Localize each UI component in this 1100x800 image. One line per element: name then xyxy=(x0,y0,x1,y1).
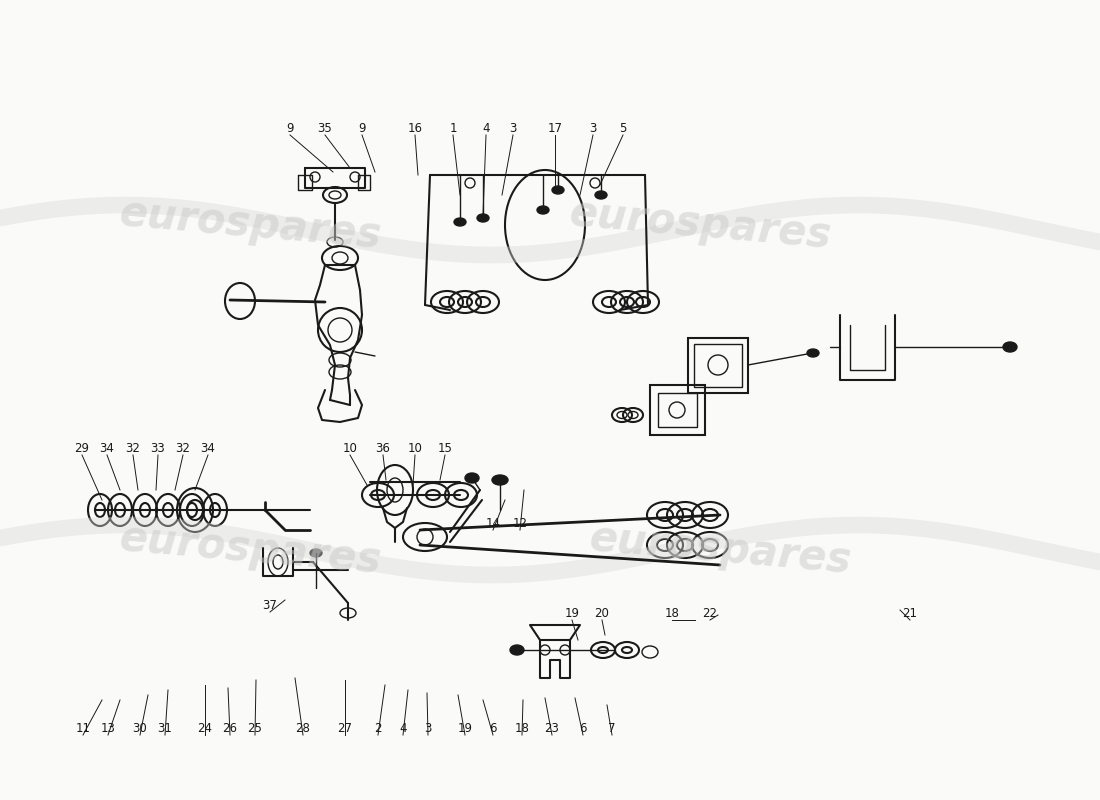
Text: 19: 19 xyxy=(564,607,580,620)
Text: 26: 26 xyxy=(222,722,238,735)
Bar xyxy=(650,385,705,435)
Text: 34: 34 xyxy=(100,442,114,455)
Text: 28: 28 xyxy=(296,722,310,735)
Text: 1: 1 xyxy=(449,122,456,135)
Text: 21: 21 xyxy=(902,607,917,620)
Text: 23: 23 xyxy=(544,722,560,735)
Ellipse shape xyxy=(492,475,508,485)
Text: 19: 19 xyxy=(458,722,473,735)
Text: 13: 13 xyxy=(100,722,116,735)
Text: 15: 15 xyxy=(438,442,452,455)
Text: 10: 10 xyxy=(342,442,358,455)
Text: 9: 9 xyxy=(359,122,365,135)
Text: 32: 32 xyxy=(176,442,190,455)
Text: 5: 5 xyxy=(619,122,627,135)
Text: 2: 2 xyxy=(374,722,382,735)
Text: 11: 11 xyxy=(76,722,90,735)
Text: 37: 37 xyxy=(263,599,277,612)
Text: 7: 7 xyxy=(608,722,616,735)
Text: 9: 9 xyxy=(286,122,294,135)
Ellipse shape xyxy=(1003,342,1018,352)
Ellipse shape xyxy=(807,349,820,357)
Text: 24: 24 xyxy=(198,722,212,735)
Text: 30: 30 xyxy=(133,722,147,735)
Text: 29: 29 xyxy=(75,442,89,455)
Text: 35: 35 xyxy=(318,122,332,135)
Ellipse shape xyxy=(510,645,524,655)
Text: 14: 14 xyxy=(485,517,501,530)
Text: eurospares: eurospares xyxy=(587,518,852,582)
Text: eurospares: eurospares xyxy=(117,193,383,258)
Text: 20: 20 xyxy=(595,607,609,620)
Text: 32: 32 xyxy=(125,442,141,455)
Ellipse shape xyxy=(310,549,322,557)
Text: 17: 17 xyxy=(548,122,562,135)
Text: 6: 6 xyxy=(490,722,497,735)
Ellipse shape xyxy=(465,473,478,483)
Ellipse shape xyxy=(595,191,607,199)
Ellipse shape xyxy=(537,206,549,214)
Text: 3: 3 xyxy=(590,122,596,135)
Bar xyxy=(658,393,697,427)
Text: 3: 3 xyxy=(509,122,517,135)
Text: 33: 33 xyxy=(151,442,165,455)
Text: 10: 10 xyxy=(408,442,422,455)
Text: 18: 18 xyxy=(515,722,529,735)
Text: 12: 12 xyxy=(513,517,528,530)
Text: eurospares: eurospares xyxy=(117,518,383,582)
Ellipse shape xyxy=(477,214,490,222)
Bar xyxy=(694,344,743,387)
Text: 18: 18 xyxy=(664,607,680,620)
Text: 4: 4 xyxy=(482,122,490,135)
Text: 31: 31 xyxy=(157,722,173,735)
Text: 6: 6 xyxy=(580,722,586,735)
Text: 27: 27 xyxy=(338,722,352,735)
Bar xyxy=(688,338,748,393)
Text: 4: 4 xyxy=(399,722,407,735)
Text: 34: 34 xyxy=(200,442,216,455)
Text: 36: 36 xyxy=(375,442,390,455)
Text: eurospares: eurospares xyxy=(568,193,833,258)
Ellipse shape xyxy=(552,186,564,194)
Ellipse shape xyxy=(454,218,466,226)
Text: 3: 3 xyxy=(425,722,431,735)
Text: 16: 16 xyxy=(407,122,422,135)
Text: 25: 25 xyxy=(248,722,263,735)
Text: 22: 22 xyxy=(703,607,717,620)
